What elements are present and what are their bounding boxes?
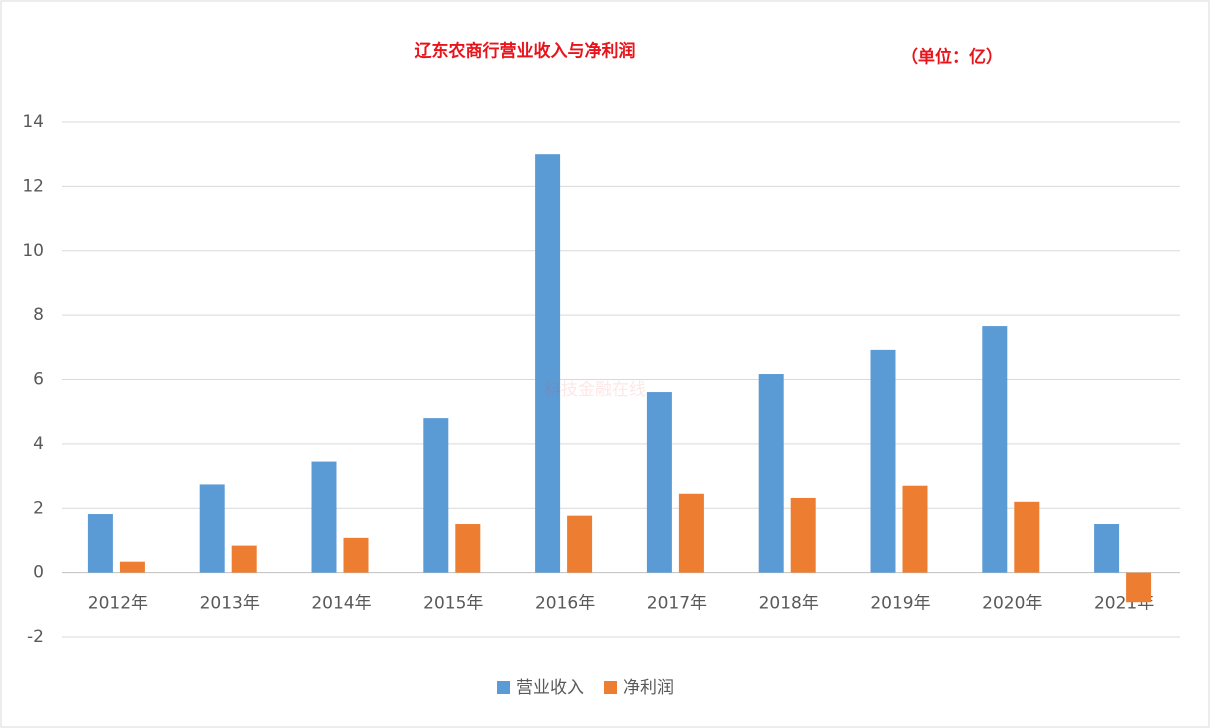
bar bbox=[902, 485, 928, 573]
watermark: 科技金融在线 bbox=[544, 380, 646, 400]
y-tick-label: 6 bbox=[33, 370, 44, 390]
chart-title: 辽东农商行营业收入与净利润 bbox=[415, 41, 636, 62]
bar bbox=[199, 484, 225, 573]
plot-area: -2 0 2 4 6 8 10 12 14 2012年 2013年 2014年 2015年 2016年 20… bbox=[22, 112, 1180, 698]
x-tick-label: 2013年 bbox=[200, 594, 260, 614]
legend-swatch bbox=[604, 681, 617, 694]
y-tick-label: 0 bbox=[33, 563, 44, 583]
y-tick-label: 12 bbox=[22, 176, 44, 196]
legend-label: 净利润 bbox=[623, 678, 674, 698]
bar bbox=[535, 154, 561, 573]
bar bbox=[678, 493, 704, 573]
y-tick-label: 8 bbox=[33, 305, 44, 325]
bar bbox=[1126, 572, 1152, 603]
x-tick-label: 2012年 bbox=[88, 594, 148, 614]
bar bbox=[646, 392, 672, 573]
bar bbox=[982, 326, 1008, 573]
legend-swatch bbox=[497, 681, 510, 694]
bar bbox=[231, 545, 257, 573]
x-tick-label: 2018年 bbox=[759, 594, 819, 614]
chart-subtitle: （单位：亿） bbox=[901, 47, 1003, 68]
x-tick-label: 2014年 bbox=[311, 594, 371, 614]
bar bbox=[423, 418, 449, 573]
bar bbox=[455, 524, 481, 573]
x-tick-label: 2015年 bbox=[423, 594, 483, 614]
bar bbox=[870, 349, 896, 573]
y-tick-label: 10 bbox=[22, 241, 44, 261]
y-tick-label: -2 bbox=[27, 627, 44, 647]
bar bbox=[343, 537, 369, 573]
x-tick-label: 2016年 bbox=[535, 594, 595, 614]
x-tick-label: 2017年 bbox=[647, 594, 707, 614]
y-tick-label: 2 bbox=[33, 498, 44, 518]
bar bbox=[119, 561, 145, 573]
legend-label: 营业收入 bbox=[516, 678, 584, 698]
bar bbox=[311, 461, 337, 573]
y-tick-label: 4 bbox=[33, 434, 44, 454]
bar bbox=[567, 515, 593, 573]
bar bbox=[1014, 501, 1040, 573]
y-tick-label: 14 bbox=[22, 112, 44, 132]
bar bbox=[790, 497, 816, 573]
bar bbox=[87, 514, 113, 573]
bar bbox=[1094, 524, 1120, 573]
x-tick-label: 2020年 bbox=[982, 594, 1042, 614]
x-tick-label: 2019年 bbox=[870, 594, 930, 614]
bar bbox=[758, 374, 784, 573]
